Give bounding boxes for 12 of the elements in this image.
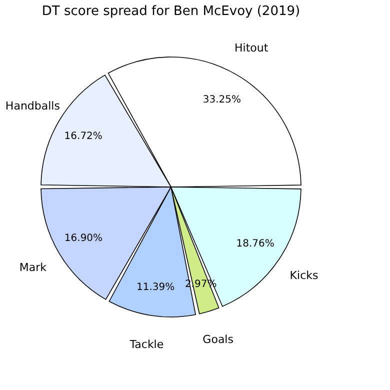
slice-label: Handballs (5, 100, 60, 113)
data-label: 16.90% (64, 233, 103, 244)
data-label: 33.25% (202, 94, 241, 106)
data-label: 16.72% (64, 131, 102, 142)
slice-label: Hitout (234, 42, 269, 55)
slice-label: Kicks (290, 268, 318, 282)
slice-label: Goals (202, 332, 234, 346)
slice-label: Mark (19, 260, 48, 274)
data-label: 11.39% (136, 282, 175, 294)
slice-label: Tackle (128, 338, 164, 352)
chart-title: DT score spread for Ben McEvoy (2019) (42, 4, 300, 19)
data-label: 18.76% (236, 238, 274, 250)
